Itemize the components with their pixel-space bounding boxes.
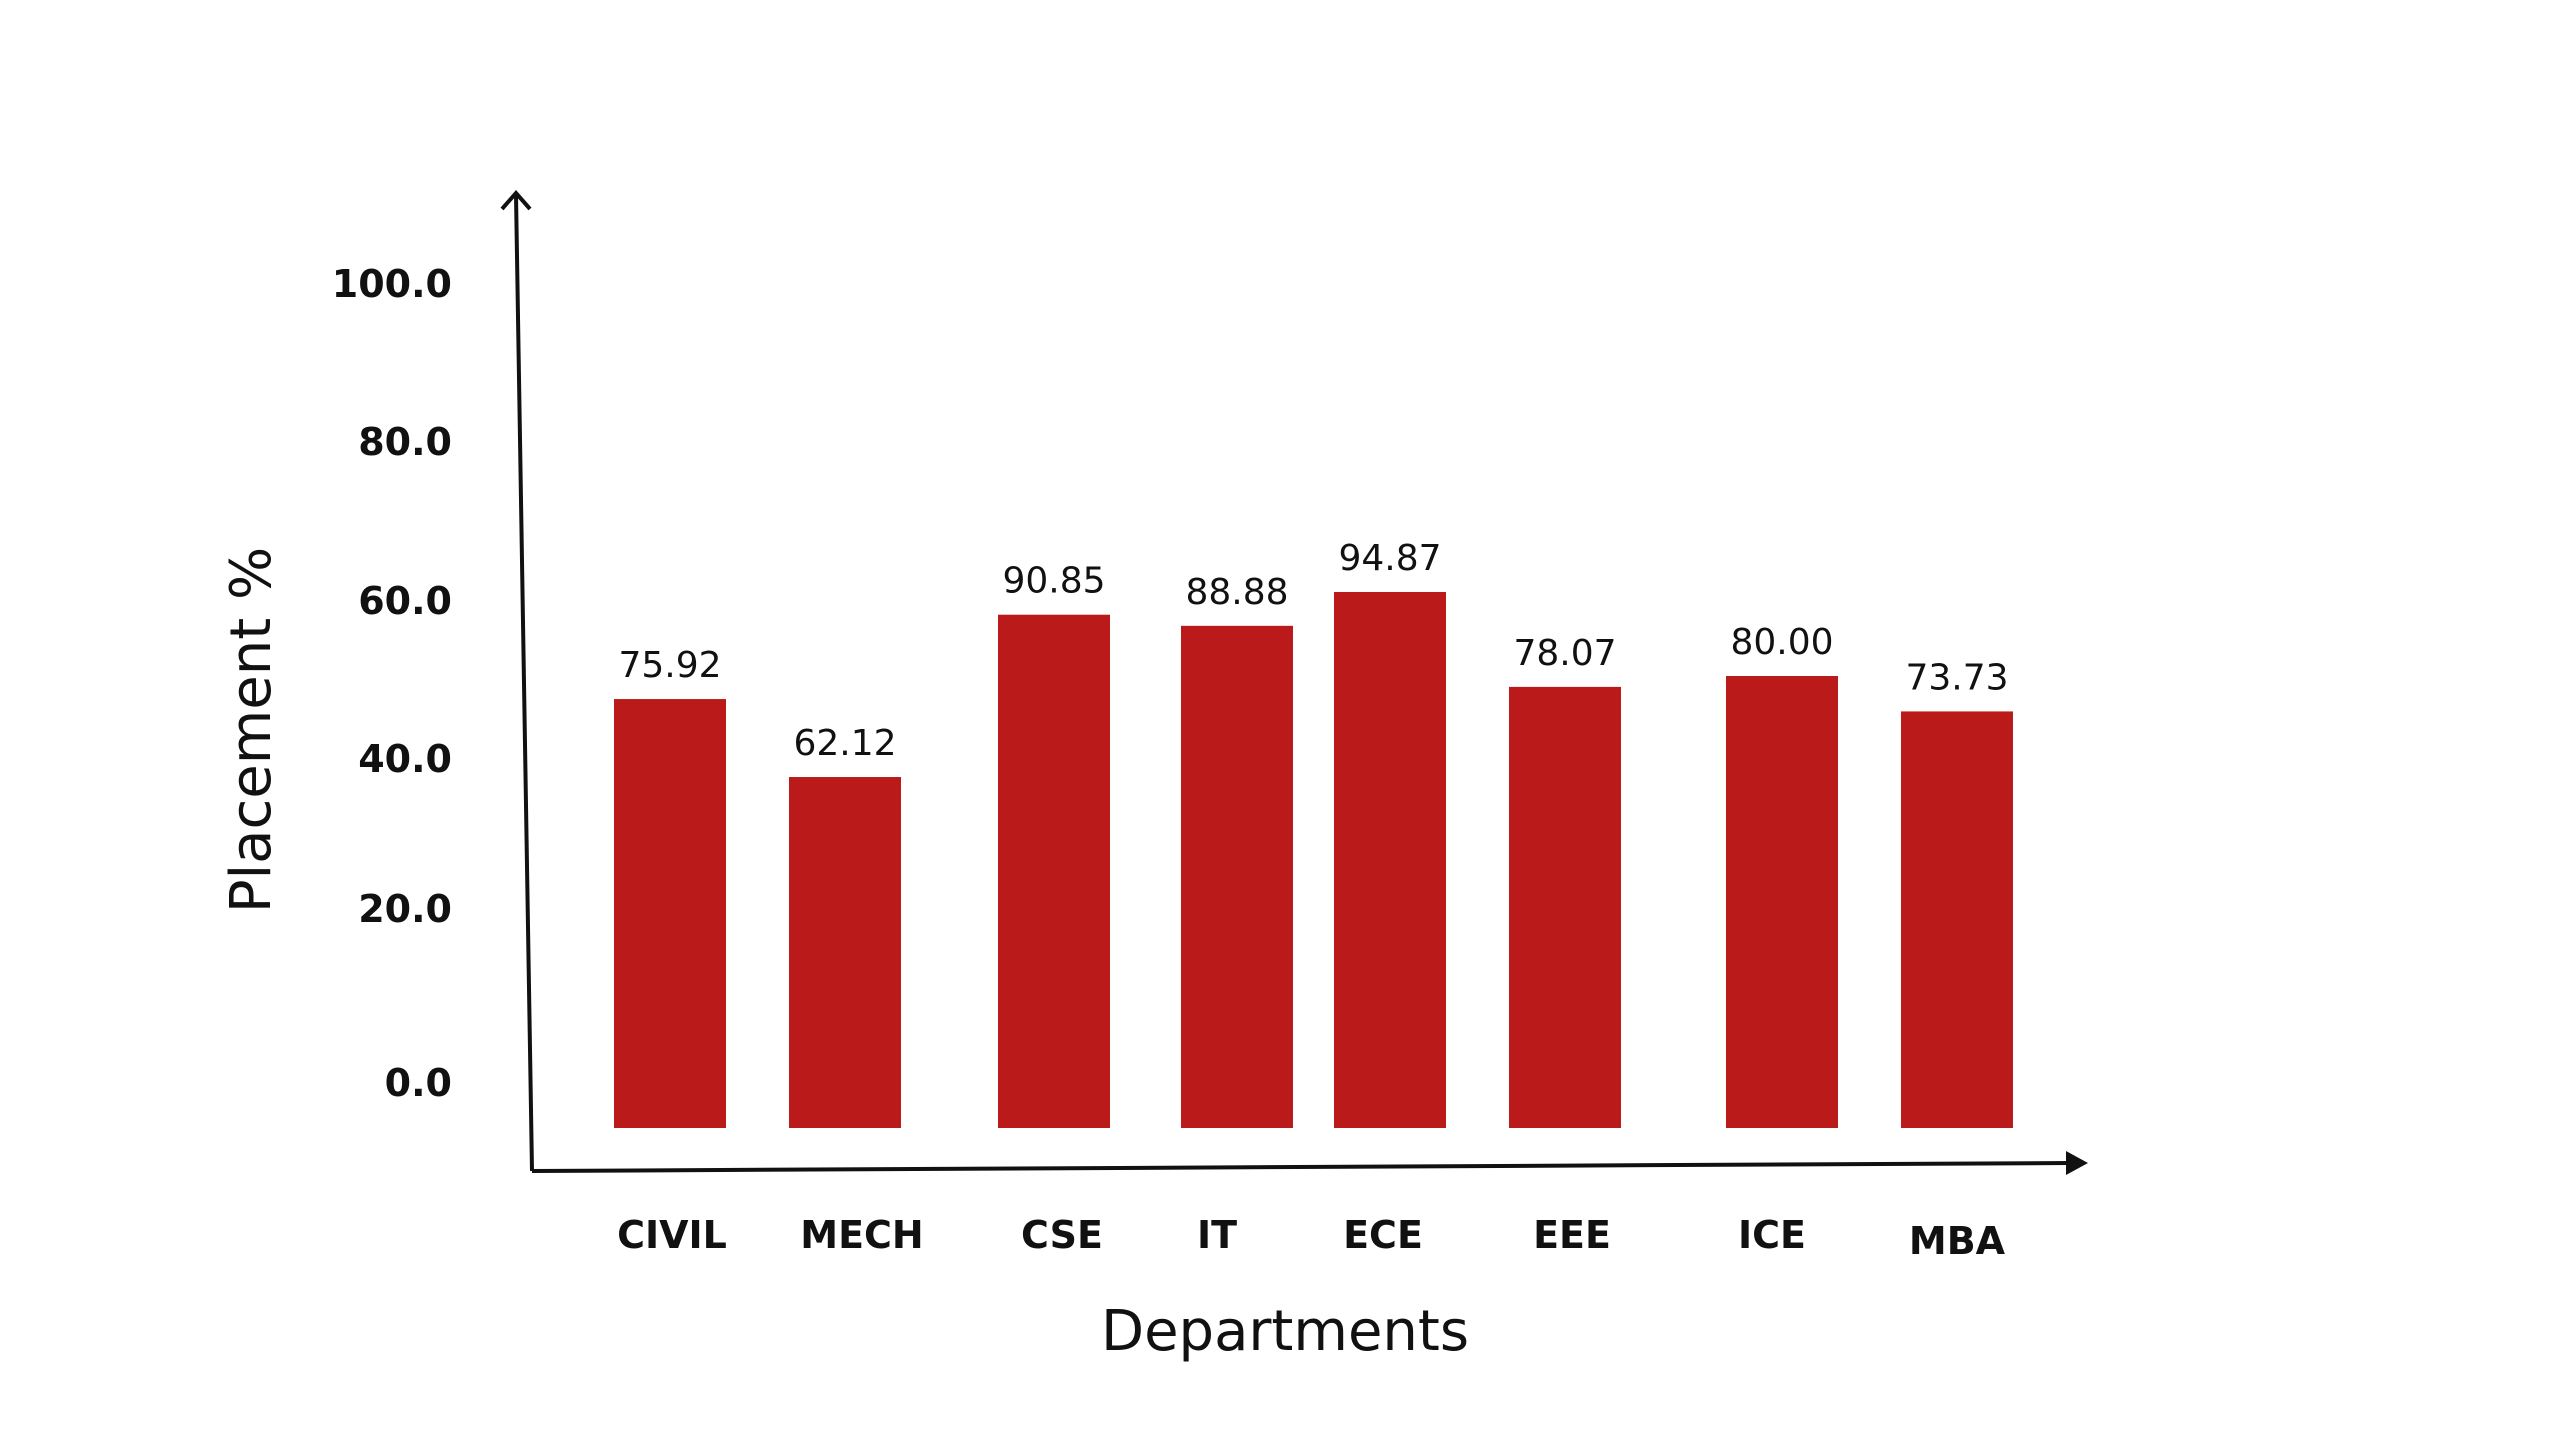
data-label-eee: 78.07 bbox=[1513, 633, 1616, 674]
x-tick-label-cse: CSE bbox=[1021, 1213, 1103, 1257]
x-axis-arrowhead bbox=[2066, 1151, 2088, 1175]
y-tick-label: 20.0 bbox=[358, 887, 452, 931]
y-tick-label: 40.0 bbox=[358, 737, 452, 781]
data-label-civil: 75.92 bbox=[618, 645, 721, 686]
y-axis bbox=[514, 194, 534, 1172]
data-label-ece: 94.87 bbox=[1338, 538, 1441, 579]
y-tick-label: 100.0 bbox=[332, 262, 452, 306]
y-axis-arrowhead bbox=[500, 189, 532, 211]
data-label-cse: 90.85 bbox=[1002, 561, 1105, 602]
y-tick-label: 60.0 bbox=[358, 579, 452, 623]
bar-it bbox=[1181, 625, 1293, 1128]
data-label-it: 88.88 bbox=[1185, 572, 1288, 613]
bar-civil bbox=[614, 699, 726, 1128]
data-label-ice: 80.00 bbox=[1730, 622, 1833, 663]
x-tick-label-civil: CIVIL bbox=[617, 1213, 727, 1257]
bar-eee bbox=[1509, 686, 1621, 1128]
y-axis-title: Placement % bbox=[219, 547, 284, 913]
y-tick-label: 0.0 bbox=[385, 1061, 452, 1105]
x-tick-label-mba: MBA bbox=[1909, 1219, 2006, 1263]
x-tick-label-mech: MECH bbox=[800, 1213, 923, 1257]
data-label-mech: 62.12 bbox=[793, 723, 896, 764]
bar-cse bbox=[998, 614, 1110, 1128]
x-tick-label-ice: ICE bbox=[1738, 1213, 1806, 1257]
bar-ece bbox=[1334, 591, 1446, 1128]
x-axis-title: Departments bbox=[1101, 1299, 1469, 1364]
bar-ice bbox=[1726, 676, 1838, 1128]
data-label-mba: 73.73 bbox=[1905, 657, 2008, 698]
x-tick-label-it: IT bbox=[1197, 1213, 1237, 1257]
bar-mba bbox=[1901, 711, 2013, 1128]
bar-mech bbox=[789, 777, 901, 1128]
x-tick-label-eee: EEE bbox=[1533, 1213, 1611, 1257]
x-axis bbox=[531, 1161, 2071, 1173]
x-tick-label-ece: ECE bbox=[1343, 1213, 1423, 1257]
y-tick-label: 80.0 bbox=[358, 420, 452, 464]
